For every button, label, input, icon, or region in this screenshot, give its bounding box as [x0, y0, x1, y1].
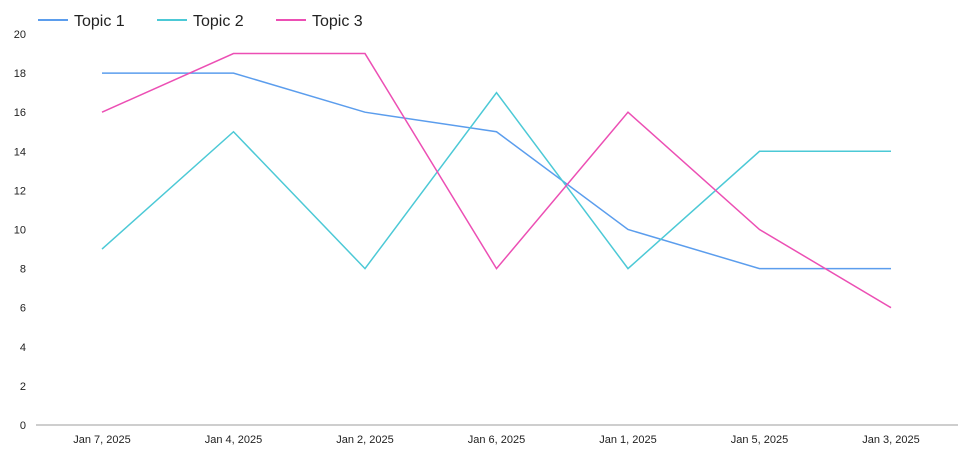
y-tick-label: 4 — [20, 342, 26, 354]
y-tick-label: 6 — [20, 303, 26, 315]
x-tick-label: Jan 1, 2025 — [599, 434, 657, 446]
x-axis: Jan 7, 2025 Jan 4, 2025 Jan 2, 2025 Jan 6, … — [73, 434, 920, 446]
y-tick-label: 10 — [14, 225, 26, 237]
legend-item: Topic 3 — [276, 13, 363, 30]
y-axis: 0 2 4 6 8 10 12 14 16 18 20 — [14, 29, 26, 432]
series-line-1 — [102, 72, 891, 270]
y-tick-label: 12 — [14, 185, 26, 197]
y-tick-label: 0 — [20, 420, 26, 432]
series-line-2 — [101, 91, 891, 270]
legend-item: Topic 2 — [157, 13, 244, 30]
y-tick-label: 14 — [14, 146, 26, 158]
legend-label: Topic 2 — [193, 13, 244, 30]
x-tick-label: Jan 7, 2025 — [73, 434, 131, 446]
x-tick-label: Jan 2, 2025 — [336, 434, 394, 446]
y-tick-label: 18 — [14, 68, 26, 80]
legend-item: Topic 1 — [38, 13, 125, 30]
x-tick-label: Jan 3, 2025 — [862, 434, 920, 446]
y-tick-label: 20 — [14, 29, 26, 41]
y-tick-label: 8 — [20, 264, 26, 276]
x-tick-label: Jan 5, 2025 — [731, 434, 789, 446]
legend-label: Topic 1 — [74, 13, 125, 30]
x-tick-label: Jan 6, 2025 — [468, 434, 526, 446]
series-lines — [101, 52, 892, 309]
legend-label: Topic 3 — [312, 13, 363, 30]
x-tick-label: Jan 4, 2025 — [205, 434, 263, 446]
legend: Topic 1 Topic 2 Topic 3 — [38, 13, 363, 30]
y-tick-label: 16 — [14, 107, 26, 119]
y-tick-label: 2 — [20, 381, 26, 393]
